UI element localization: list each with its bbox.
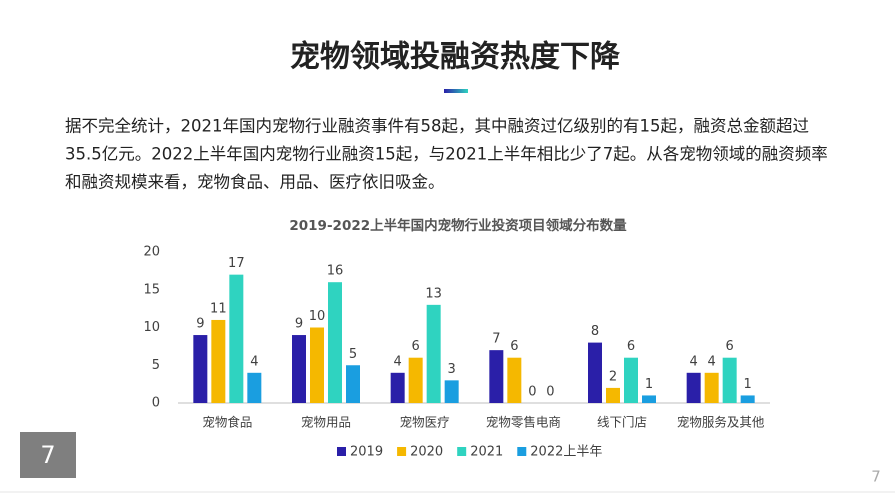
y-tick-label: 10 (143, 320, 160, 335)
x-tick-label: 宠物零售电商 (486, 415, 561, 430)
bar (328, 282, 342, 403)
bar (426, 304, 441, 403)
bar (408, 357, 423, 403)
page-number: 7 (871, 468, 881, 486)
bar (211, 319, 226, 403)
legend-swatch (337, 447, 346, 456)
page-badge-label: 7 (40, 441, 55, 469)
data-label: 9 (295, 317, 303, 332)
data-label: 6 (726, 339, 734, 354)
y-tick-label: 15 (143, 282, 160, 297)
bar (444, 380, 459, 403)
legend-swatch (397, 447, 407, 456)
data-label: 5 (349, 347, 357, 362)
bar (606, 387, 620, 403)
bar (507, 357, 522, 403)
bar (310, 327, 324, 403)
legend-label: 2020 (410, 445, 443, 460)
slide-title: 宠物领域投融资热度下降 (290, 40, 621, 75)
data-label: 6 (510, 339, 518, 354)
data-label: 1 (645, 377, 653, 392)
bar (740, 395, 755, 403)
bar (229, 274, 244, 403)
y-tick-label: 0 (152, 396, 160, 411)
bar (346, 365, 360, 403)
legend-label: 2019 (350, 445, 383, 460)
data-label: 8 (591, 324, 599, 339)
data-label: 6 (627, 339, 635, 354)
x-tick-label: 宠物食品 (202, 415, 252, 430)
bar (247, 372, 262, 403)
data-label: 0 (528, 385, 536, 400)
legend-label: 2022上半年 (530, 445, 602, 460)
data-label: 4 (394, 354, 402, 369)
page-badge (20, 432, 76, 478)
data-label: 6 (412, 339, 420, 354)
x-tick-label: 宠物服务及其他 (677, 415, 765, 430)
data-label: 9 (196, 317, 204, 332)
y-tick-label: 20 (143, 245, 160, 260)
x-tick-label: 线下门店 (597, 415, 647, 430)
data-label: 13 (425, 286, 442, 301)
legend-swatch (457, 447, 467, 456)
bar (292, 335, 306, 403)
x-tick-label: 宠物用品 (301, 415, 351, 430)
bar (722, 357, 737, 403)
data-label: 11 (210, 301, 227, 316)
data-label: 10 (309, 309, 326, 324)
paragraph-line: 据不完全统计，2021年国内宠物行业融资事件有58起，其中融资过亿级别的有15起… (65, 117, 809, 136)
bar (588, 342, 602, 403)
y-tick-label: 5 (152, 358, 160, 373)
bar (193, 335, 208, 403)
legend-swatch (517, 447, 527, 456)
data-label: 4 (708, 354, 716, 369)
bar (642, 395, 656, 403)
paragraph-line: 和融资规模来看，宠物食品、用品、医疗依旧吸金。 (65, 173, 445, 192)
bar (624, 357, 638, 403)
data-label: 4 (690, 354, 698, 369)
title-underline (444, 89, 468, 93)
data-label: 2 (609, 369, 617, 384)
bar (704, 372, 719, 403)
bar (390, 372, 405, 403)
bar (686, 372, 701, 403)
bar (489, 350, 504, 403)
legend-label: 2021 (470, 445, 503, 460)
chart-title: 2019-2022上半年国内宠物行业投资项目领域分布数量 (289, 217, 627, 234)
x-tick-label: 宠物医疗 (400, 415, 450, 430)
data-label: 0 (546, 385, 554, 400)
data-label: 1 (744, 377, 752, 392)
data-label: 3 (448, 362, 456, 377)
paragraph-line: 35.5亿元。2022上半年国内宠物行业融资15起，与2021上半年相比少了7起… (65, 145, 828, 164)
data-label: 7 (492, 332, 500, 347)
data-label: 17 (228, 256, 245, 271)
data-label: 4 (250, 354, 258, 369)
data-label: 16 (327, 264, 344, 279)
